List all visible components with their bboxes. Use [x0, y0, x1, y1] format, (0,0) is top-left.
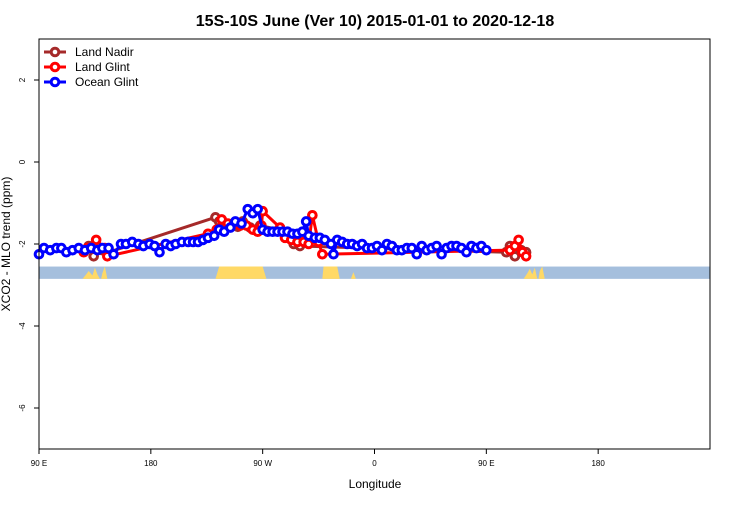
y-tick-label-0: 2 — [18, 77, 27, 82]
x-tick-label-2: 90 W — [253, 459, 272, 468]
land-ocean-strip — [39, 266, 710, 279]
land-area-4 — [350, 272, 356, 279]
ocean-band — [39, 266, 710, 279]
legend-label-0: Land Nadir — [75, 45, 134, 59]
x-axis-label: Longitude — [349, 477, 402, 491]
land-area-5 — [523, 267, 538, 279]
legend-marker-0 — [49, 46, 61, 58]
y-axis-label: XCO2 - MLO trend (ppm) — [0, 177, 13, 312]
y-tick-label-3: -4 — [18, 322, 27, 330]
x-tick-label-1: 180 — [144, 459, 158, 468]
legend-marker-1 — [49, 61, 61, 73]
x-tick-label-5: 180 — [591, 459, 605, 468]
y-tick-label-2: -2 — [18, 240, 27, 248]
series-2-point-21 — [154, 246, 165, 258]
legend-label-2: Ocean Glint — [75, 75, 139, 89]
series-2-point-36 — [236, 218, 247, 229]
series-2-point-13 — [108, 248, 119, 260]
legend-marker-2 — [49, 76, 61, 88]
series-1-point-29 — [520, 250, 532, 262]
land-area-1 — [101, 266, 108, 279]
series-2-point-49 — [300, 216, 312, 227]
series-2-point-39 — [252, 203, 263, 215]
series-2-point-86 — [481, 244, 492, 256]
land-area-2 — [215, 266, 267, 279]
land-area-3 — [322, 266, 340, 279]
series-2-point-55 — [328, 248, 339, 260]
chart-title: 15S-10S June (Ver 10) 2015-01-01 to 2020… — [196, 13, 555, 30]
series-1-point-24 — [317, 248, 328, 260]
y-tick-label-1: 0 — [18, 159, 27, 164]
legend-label-1: Land Glint — [75, 60, 130, 74]
series-1-point-22 — [307, 210, 318, 221]
x-axis: 90 E 180 90 W 0 90 E 180 — [31, 449, 605, 468]
x-tick-label-0: 90 E — [31, 459, 47, 468]
land-area-6 — [538, 266, 545, 279]
series-2-point-76 — [431, 240, 442, 252]
series-1-point-27 — [513, 234, 524, 246]
land-area-0 — [82, 267, 100, 279]
y-tick-label-4: -6 — [18, 404, 27, 412]
series-2-point-72 — [411, 248, 423, 260]
y-axis: 2 0 -2 -4 -6 — [18, 77, 39, 412]
series-1-point-2 — [90, 234, 102, 246]
x-tick-label-4: 90 E — [478, 459, 494, 468]
series-layer — [33, 203, 532, 262]
x-tick-label-3: 0 — [372, 459, 377, 468]
